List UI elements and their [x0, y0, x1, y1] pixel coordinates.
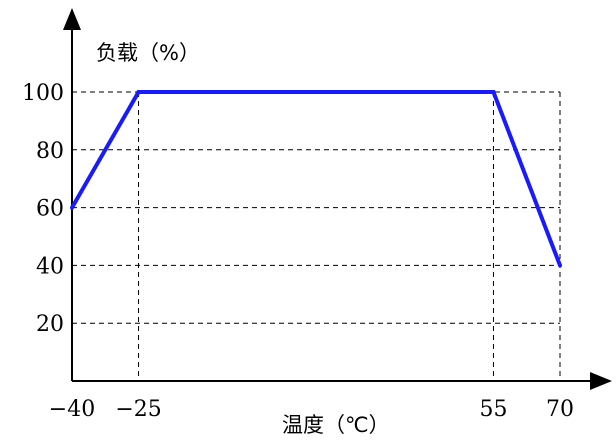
x-tick-label-0: −40 — [49, 397, 95, 422]
data-point-0-1 — [136, 90, 141, 94]
data-point-0-3 — [558, 263, 562, 268]
y-tick-label-3: 80 — [36, 139, 64, 164]
x-axis-arrow — [590, 372, 612, 390]
series-layer — [70, 90, 562, 268]
y-axis-title: 负载（%） — [96, 41, 200, 65]
y-tick-labels: 20 40 60 80 100 — [22, 81, 64, 337]
data-point-0-2 — [491, 90, 496, 94]
x-tick-label-2: 55 — [479, 397, 507, 422]
x-tick-label-1: −25 — [115, 397, 161, 422]
x-tick-labels: −40 −25 55 70 — [49, 397, 574, 422]
y-tick-label-2: 60 — [36, 197, 64, 222]
grid-lines — [72, 91, 561, 381]
x-axis-title: 温度（℃） — [282, 413, 390, 437]
y-tick-label-0: 20 — [36, 312, 64, 337]
data-point-0-0 — [70, 205, 74, 210]
y-tick-label-4: 100 — [22, 81, 64, 106]
series-line-0 — [70, 90, 562, 267]
y-tick-label-1: 40 — [36, 254, 64, 279]
y-axis-arrow — [63, 8, 81, 30]
x-tick-label-3: 70 — [546, 397, 574, 422]
